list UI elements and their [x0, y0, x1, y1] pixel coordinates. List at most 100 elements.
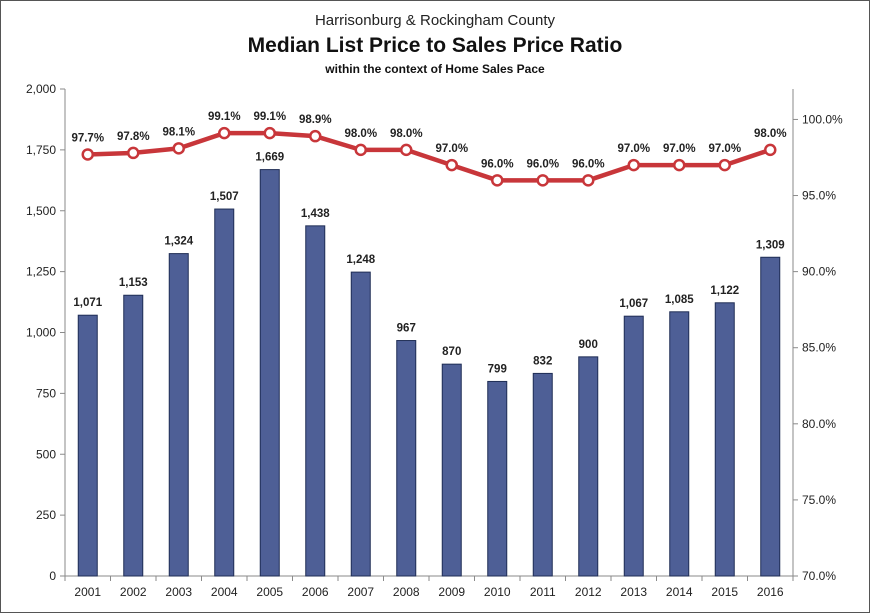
left-tick-label: 250	[36, 508, 56, 522]
bar	[259, 169, 280, 577]
bar	[487, 380, 508, 577]
ratio-value-label: 97.0%	[435, 143, 468, 155]
bar-value-label: 1,085	[665, 294, 694, 306]
ratio-point	[354, 143, 367, 157]
x-tick-label: 2014	[666, 585, 693, 599]
right-tick-label: 75.0%	[802, 493, 836, 507]
bar	[623, 315, 644, 577]
right-tick-label: 70.0%	[802, 569, 836, 583]
x-tick-label: 2009	[438, 585, 465, 599]
chart-subtitle-secondary: within the context of Home Sales Pace	[325, 62, 545, 76]
ratio-value-label: 98.1%	[162, 126, 195, 138]
left-tick-label: 750	[36, 386, 56, 400]
bar	[760, 256, 781, 577]
bar-value-label: 1,669	[255, 152, 284, 164]
ratio-value-label: 99.1%	[253, 111, 286, 123]
x-tick-label: 2008	[393, 585, 420, 599]
bar	[396, 340, 417, 577]
bar-value-label: 900	[579, 339, 598, 351]
bar-value-label: 1,248	[346, 254, 375, 266]
bar	[214, 208, 235, 577]
ratio-value-label: 96.0%	[526, 158, 559, 170]
right-tick-label: 100.0%	[802, 112, 843, 126]
ratio-point	[445, 158, 458, 172]
ratio-value-label: 97.0%	[708, 143, 741, 155]
bar-value-label: 1,507	[210, 191, 239, 203]
x-tick-label: 2013	[620, 585, 647, 599]
bar	[305, 225, 326, 577]
x-tick-label: 2003	[165, 585, 192, 599]
ratio-point	[81, 148, 94, 161]
bar	[578, 356, 599, 577]
bar	[350, 271, 371, 577]
bar	[168, 253, 189, 577]
bar-value-label: 967	[397, 323, 416, 335]
bar	[441, 363, 462, 577]
ratio-value-label: 97.0%	[617, 143, 650, 155]
ratio-value-label: 97.7%	[71, 132, 104, 144]
x-tick-label: 2001	[74, 585, 101, 599]
ratio-value-label: 98.0%	[754, 128, 787, 140]
right-tick-label: 80.0%	[802, 417, 836, 431]
left-tick-label: 1,750	[26, 143, 56, 157]
bar-value-label: 1,309	[756, 239, 785, 251]
ratio-value-label: 96.0%	[572, 158, 605, 170]
x-tick-label: 2012	[575, 585, 602, 599]
x-tick-label: 2007	[347, 585, 374, 599]
right-tick-label: 85.0%	[802, 341, 836, 355]
left-tick-label: 1,500	[26, 204, 56, 218]
right-tick-label: 95.0%	[802, 189, 836, 203]
ratio-value-label: 97.8%	[117, 131, 150, 143]
left-tick-label: 2,000	[26, 82, 56, 96]
bar-value-label: 870	[442, 346, 461, 358]
x-tick-label: 2016	[757, 585, 784, 599]
ratio-value-label: 98.0%	[390, 128, 423, 140]
chart-title: Harrisonburg & Rockingham County	[314, 12, 556, 29]
left-tick-label: 500	[36, 447, 56, 461]
ratio-value-label: 97.0%	[663, 143, 696, 155]
left-tick-label: 1,000	[26, 326, 56, 340]
ratio-point	[764, 143, 777, 157]
left-tick-label: 1,250	[26, 265, 56, 279]
x-tick-label: 2010	[484, 585, 511, 599]
x-tick-label: 2002	[120, 585, 147, 599]
ratio-point	[627, 158, 640, 172]
bar-value-label: 1,071	[73, 297, 102, 309]
left-tick-label: 0	[49, 569, 56, 583]
ratio-point	[309, 129, 322, 143]
bar	[669, 311, 690, 577]
ratio-value-label: 96.0%	[481, 158, 514, 170]
ratio-value-label: 98.9%	[299, 114, 332, 126]
ratio-point	[172, 142, 185, 155]
bar-value-label: 1,324	[164, 236, 193, 248]
bar-value-label: 1,122	[710, 285, 739, 297]
x-tick-label: 2011	[530, 585, 556, 599]
x-tick-label: 2015	[711, 585, 738, 599]
right-tick-label: 90.0%	[802, 265, 836, 279]
ratio-point	[218, 126, 231, 140]
ratio-point	[673, 158, 686, 172]
bar	[77, 314, 98, 577]
bar-value-label: 832	[533, 355, 552, 367]
ratio-point	[718, 158, 731, 172]
ratio-point	[491, 174, 504, 187]
ratio-value-label: 99.1%	[208, 111, 241, 123]
ratio-point	[536, 174, 549, 187]
ratio-value-label: 98.0%	[344, 128, 377, 140]
x-tick-label: 2004	[211, 585, 238, 599]
bar-value-label: 799	[488, 363, 507, 375]
bar	[532, 372, 553, 577]
bar-value-label: 1,438	[301, 208, 330, 220]
chart-subtitle: Median List Price to Sales Price Ratio	[247, 34, 623, 57]
bar-value-label: 1,153	[119, 277, 148, 289]
x-tick-label: 2006	[302, 585, 329, 599]
ratio-point	[582, 174, 595, 187]
ratio-line	[87, 130, 771, 183]
x-tick-label: 2005	[256, 585, 283, 599]
bar	[714, 302, 735, 577]
bar	[123, 294, 144, 577]
bar-value-label: 1,067	[619, 298, 648, 310]
ratio-point	[400, 143, 413, 157]
ratio-point	[263, 126, 276, 140]
